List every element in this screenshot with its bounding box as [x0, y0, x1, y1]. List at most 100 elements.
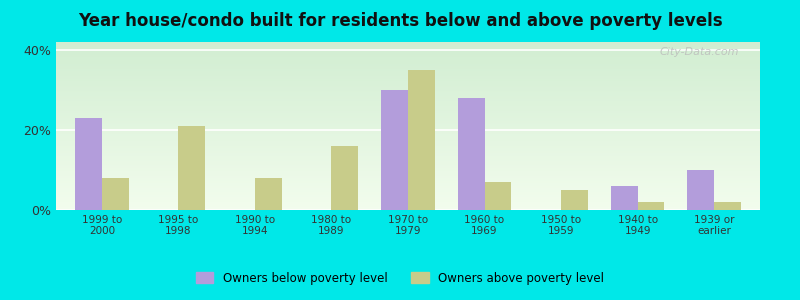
- Bar: [56, 195, 760, 196]
- Bar: [56, 129, 760, 131]
- Bar: [687, 170, 714, 210]
- Bar: [56, 182, 760, 183]
- Bar: [56, 87, 760, 89]
- Legend: Owners below poverty level, Owners above poverty level: Owners below poverty level, Owners above…: [192, 268, 608, 288]
- Bar: [56, 72, 760, 74]
- Bar: [382, 90, 408, 210]
- Bar: [56, 208, 760, 210]
- Bar: [56, 124, 760, 126]
- Bar: [56, 45, 760, 47]
- Bar: [56, 96, 760, 98]
- Bar: [56, 154, 760, 156]
- Bar: [56, 146, 760, 148]
- Bar: [56, 62, 760, 64]
- Bar: [56, 136, 760, 138]
- Bar: [56, 176, 760, 178]
- Bar: [56, 200, 760, 202]
- Bar: [56, 140, 760, 141]
- Bar: [56, 166, 760, 168]
- Bar: [56, 42, 760, 44]
- Bar: [485, 182, 511, 210]
- Bar: [178, 126, 206, 210]
- Bar: [56, 91, 760, 92]
- Bar: [638, 202, 664, 210]
- Bar: [56, 103, 760, 104]
- Bar: [56, 193, 760, 195]
- Bar: [56, 82, 760, 84]
- Bar: [56, 156, 760, 158]
- Text: Year house/condo built for residents below and above poverty levels: Year house/condo built for residents bel…: [78, 12, 722, 30]
- Bar: [56, 52, 760, 54]
- Bar: [56, 123, 760, 124]
- Bar: [458, 98, 485, 210]
- Bar: [56, 145, 760, 146]
- Bar: [56, 121, 760, 123]
- Bar: [56, 119, 760, 121]
- Bar: [56, 175, 760, 176]
- Bar: [56, 188, 760, 190]
- Bar: [56, 64, 760, 65]
- Bar: [56, 165, 760, 166]
- Bar: [56, 207, 760, 208]
- Bar: [56, 196, 760, 198]
- Bar: [56, 79, 760, 81]
- Bar: [255, 178, 282, 210]
- Bar: [56, 133, 760, 134]
- Bar: [56, 70, 760, 72]
- Bar: [56, 50, 760, 52]
- Bar: [56, 202, 760, 203]
- Bar: [56, 69, 760, 70]
- Bar: [56, 180, 760, 182]
- Bar: [56, 149, 760, 151]
- Bar: [56, 101, 760, 103]
- Bar: [56, 112, 760, 114]
- Bar: [56, 185, 760, 187]
- Bar: [56, 118, 760, 119]
- Bar: [56, 76, 760, 77]
- Bar: [56, 205, 760, 207]
- Bar: [56, 99, 760, 101]
- Bar: [56, 151, 760, 153]
- Bar: [56, 148, 760, 149]
- Bar: [56, 198, 760, 200]
- Bar: [56, 107, 760, 109]
- Bar: [561, 190, 588, 210]
- Bar: [610, 186, 638, 210]
- Bar: [714, 202, 741, 210]
- Bar: [56, 67, 760, 69]
- Bar: [56, 84, 760, 86]
- Bar: [56, 128, 760, 129]
- Bar: [56, 89, 760, 91]
- Bar: [56, 173, 760, 175]
- Bar: [408, 70, 434, 210]
- Text: City-Data.com: City-Data.com: [659, 47, 739, 57]
- Bar: [56, 86, 760, 87]
- Bar: [102, 178, 129, 210]
- Bar: [56, 134, 760, 136]
- Bar: [75, 118, 102, 210]
- Bar: [56, 141, 760, 143]
- Bar: [56, 114, 760, 116]
- Bar: [56, 56, 760, 57]
- Bar: [56, 59, 760, 61]
- Bar: [56, 171, 760, 173]
- Bar: [56, 163, 760, 165]
- Bar: [56, 65, 760, 67]
- Bar: [56, 153, 760, 154]
- Bar: [56, 138, 760, 140]
- Bar: [56, 170, 760, 171]
- Bar: [56, 94, 760, 96]
- Bar: [56, 116, 760, 118]
- Bar: [56, 54, 760, 56]
- Bar: [56, 126, 760, 128]
- Bar: [56, 178, 760, 180]
- Bar: [56, 111, 760, 112]
- Bar: [56, 106, 760, 107]
- Bar: [56, 191, 760, 193]
- Bar: [56, 158, 760, 160]
- Bar: [56, 168, 760, 170]
- Bar: [56, 92, 760, 94]
- Bar: [56, 57, 760, 59]
- Bar: [56, 161, 760, 163]
- Bar: [56, 131, 760, 133]
